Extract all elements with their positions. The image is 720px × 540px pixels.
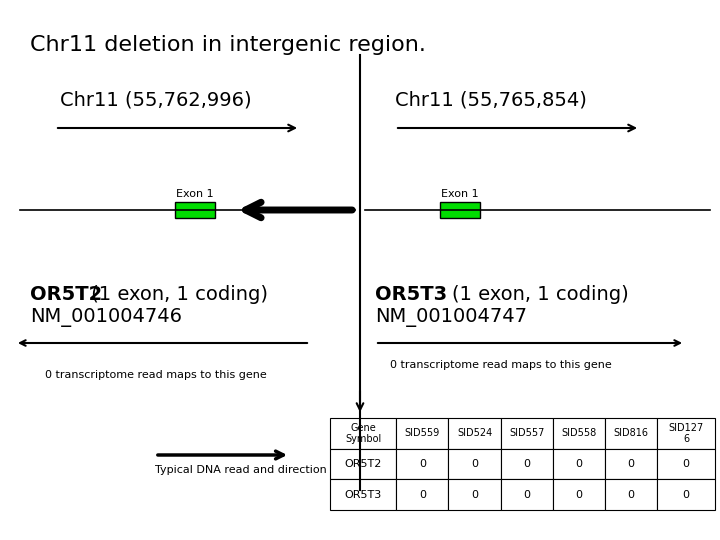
Text: 0: 0	[471, 459, 478, 469]
Bar	[396, 449, 449, 480]
Text: 0: 0	[575, 490, 582, 500]
Text: (1 exon, 1 coding): (1 exon, 1 coding)	[427, 285, 629, 304]
Bar	[500, 418, 553, 449]
Bar	[657, 480, 715, 510]
Text: SID558: SID558	[562, 428, 597, 438]
Bar	[500, 449, 553, 480]
Text: 0 transcriptome read maps to this gene: 0 transcriptome read maps to this gene	[390, 360, 612, 370]
Text: (1 exon, 1 coding): (1 exon, 1 coding)	[85, 285, 268, 304]
Text: NM_001004746: NM_001004746	[30, 308, 182, 327]
Text: 0: 0	[628, 490, 634, 500]
Text: SID557: SID557	[509, 428, 544, 438]
Bar	[396, 418, 449, 449]
Bar	[330, 418, 396, 449]
Text: SID559: SID559	[405, 428, 440, 438]
Bar	[440, 202, 480, 218]
Text: Chr11 (55,762,996): Chr11 (55,762,996)	[60, 90, 251, 109]
Text: OR5T2: OR5T2	[30, 285, 102, 304]
Text: 0: 0	[523, 459, 530, 469]
Text: 0: 0	[419, 490, 426, 500]
Text: Gene
Symbol: Gene Symbol	[345, 422, 382, 444]
Bar	[330, 480, 396, 510]
Text: OR5T2: OR5T2	[344, 459, 382, 469]
Text: OR5T3: OR5T3	[375, 285, 447, 304]
Bar	[553, 418, 605, 449]
Text: Chr11 deletion in intergenic region.: Chr11 deletion in intergenic region.	[30, 35, 426, 55]
Text: 0: 0	[523, 490, 530, 500]
Text: 0 transcriptome read maps to this gene: 0 transcriptome read maps to this gene	[45, 370, 266, 380]
Text: 0: 0	[683, 459, 690, 469]
Text: Exon 1: Exon 1	[441, 189, 479, 199]
Bar	[657, 449, 715, 480]
Text: SID127
6: SID127 6	[668, 422, 703, 444]
Bar	[657, 418, 715, 449]
Text: SID816: SID816	[613, 428, 649, 438]
Bar	[605, 480, 657, 510]
Bar	[449, 418, 500, 449]
Text: SID524: SID524	[457, 428, 492, 438]
Bar	[330, 449, 396, 480]
Bar	[605, 418, 657, 449]
Text: OR5T3: OR5T3	[345, 490, 382, 500]
Bar	[449, 449, 500, 480]
Bar	[553, 480, 605, 510]
Bar	[605, 449, 657, 480]
Text: 0: 0	[471, 490, 478, 500]
Bar	[175, 202, 215, 218]
Text: Chr11 (55,765,854): Chr11 (55,765,854)	[395, 90, 587, 109]
Text: 0: 0	[575, 459, 582, 469]
Bar	[449, 480, 500, 510]
Bar	[396, 480, 449, 510]
Text: Typical DNA read and direction: Typical DNA read and direction	[155, 465, 327, 475]
Text: 0: 0	[628, 459, 634, 469]
Text: 0: 0	[683, 490, 690, 500]
Text: 0: 0	[419, 459, 426, 469]
Text: Exon 1: Exon 1	[176, 189, 214, 199]
Bar	[553, 449, 605, 480]
Text: NM_001004747: NM_001004747	[375, 308, 527, 327]
Bar	[500, 480, 553, 510]
